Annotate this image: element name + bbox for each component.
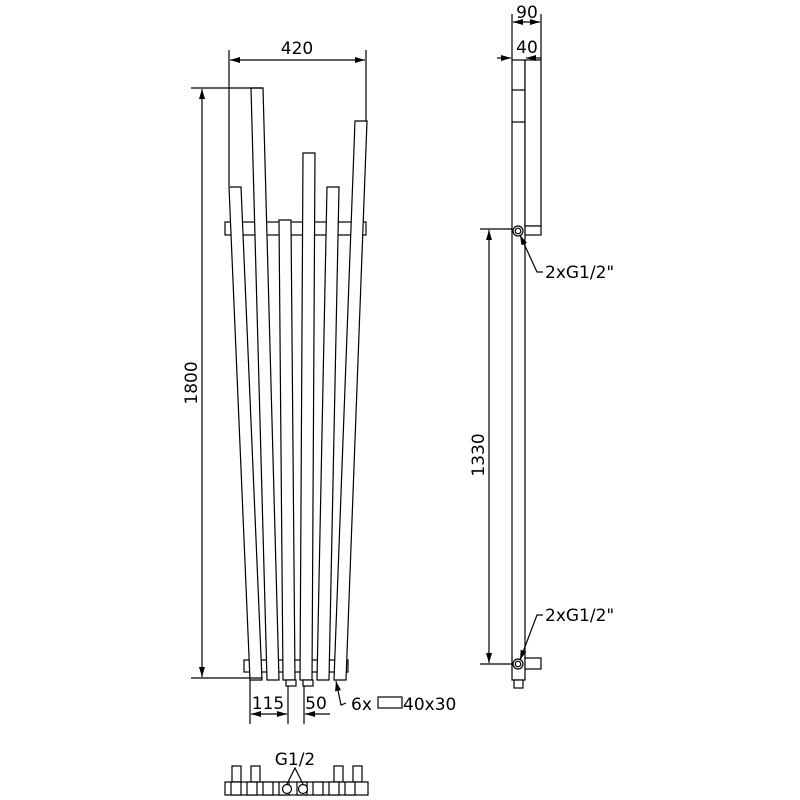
plan-connection-left (281, 783, 293, 795)
spacing-dimension-50: 50 (305, 694, 327, 714)
connection-stub-left (285, 679, 297, 687)
plan-tube-3 (262, 781, 274, 796)
bottom-view: G1/2 (224, 750, 369, 796)
tube-5 (316, 186, 340, 681)
side-tube (511, 59, 526, 681)
tube-1 (228, 186, 263, 681)
plan-connection-right (297, 783, 309, 795)
plan-stub-3 (333, 765, 344, 783)
height-dimension: 1800 (182, 361, 202, 404)
plan-stub-2 (250, 765, 261, 783)
connection-stub-right (302, 679, 314, 687)
connection-spacing-dimension: 1330 (469, 433, 489, 476)
front-view: 420 1800 115 50 6x 40x30 (182, 39, 456, 724)
plan-stub-1 (231, 765, 242, 783)
top-bracket (524, 225, 542, 236)
width-dimension: 420 (281, 39, 313, 59)
plan-tube-1 (230, 781, 242, 796)
bottom-stub (513, 679, 524, 689)
tube-6 (333, 120, 368, 681)
top-connection (512, 225, 524, 237)
plan-tube-2 (246, 781, 258, 796)
tubes (228, 87, 368, 681)
plan-tube-8 (344, 781, 356, 796)
bottom-connection-label: 2xG1/2" (545, 606, 614, 626)
bottom-connection (512, 658, 524, 670)
rectangle-section-icon (377, 696, 403, 709)
tube-depth-dimension: 40 (516, 38, 538, 58)
plan-stub-4 (352, 765, 363, 783)
plan-tube-6 (312, 781, 324, 796)
bottom-bracket (524, 657, 542, 670)
plan-tube-7 (328, 781, 340, 796)
top-connection-label: 2xG1/2" (545, 263, 614, 283)
side-view: 90 40 1330 2xG1/2" 2xG1/2" (469, 3, 614, 689)
top-crossbar (224, 221, 367, 236)
tube-size-label: 40x30 (403, 695, 456, 715)
side-panel (524, 59, 542, 227)
depth-dimension: 90 (516, 3, 538, 23)
tube-3 (278, 219, 296, 681)
plan-connection-label: G1/2 (275, 750, 316, 770)
tube-count-label: 6x (351, 695, 372, 715)
tube-4 (299, 152, 316, 681)
spacing-dimension-115: 115 (252, 694, 284, 714)
